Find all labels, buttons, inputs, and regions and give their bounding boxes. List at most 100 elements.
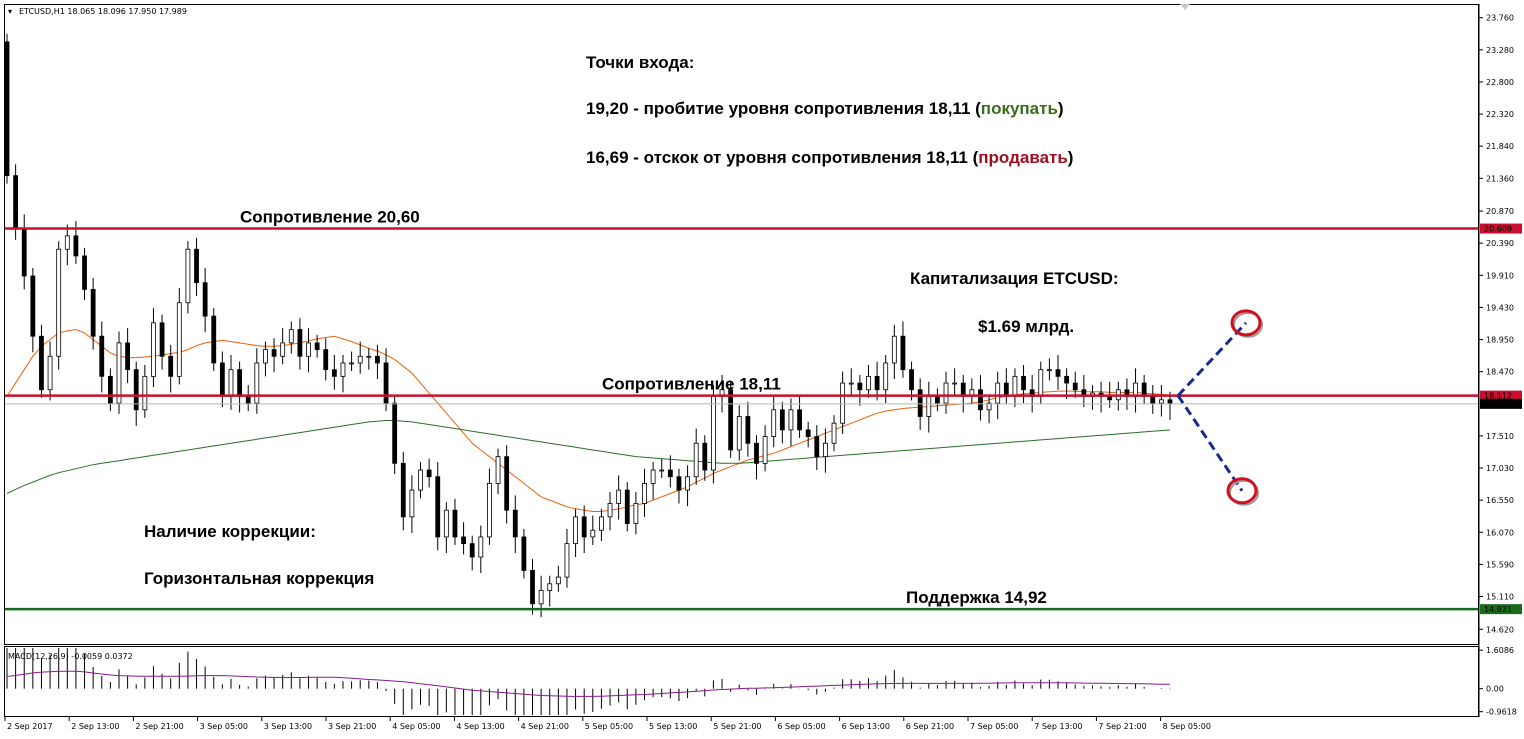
macd-pane[interactable] bbox=[4, 646, 1479, 717]
bull-candle-body bbox=[357, 355, 363, 364]
level-price-tag bbox=[1480, 390, 1522, 401]
level-label: Сопротивление 18,11 bbox=[602, 375, 781, 394]
level-price-tag-text: 20.609 bbox=[1484, 225, 1512, 234]
candle bbox=[840, 371, 846, 434]
bear-candle-body bbox=[512, 509, 518, 538]
candle bbox=[874, 361, 880, 401]
candle bbox=[159, 314, 165, 370]
candle bbox=[30, 267, 36, 353]
time-tick-label: 3 Sep 13:00 bbox=[264, 722, 312, 731]
candle bbox=[435, 462, 441, 551]
time-tick-label: 6 Sep 05:00 bbox=[777, 722, 825, 731]
candle bbox=[676, 468, 682, 504]
candle bbox=[530, 559, 535, 615]
bear-candle-body bbox=[314, 342, 320, 350]
bull-candle-body bbox=[409, 489, 415, 518]
chart-dropdown-icon[interactable]: ▾ bbox=[8, 7, 12, 16]
bull-candle-body bbox=[495, 456, 501, 484]
price-tick-label: 16.550 bbox=[1486, 496, 1514, 505]
bull-candle-body bbox=[986, 402, 992, 411]
candle bbox=[607, 492, 613, 531]
candle bbox=[64, 224, 70, 266]
time-tick-label: 5 Sep 21:00 bbox=[713, 722, 761, 731]
candle bbox=[762, 425, 768, 472]
bear-candle-body bbox=[383, 362, 389, 404]
forecast-sell-line[interactable] bbox=[1176, 394, 1244, 492]
candle bbox=[926, 381, 932, 433]
candle bbox=[185, 241, 191, 314]
candle bbox=[90, 277, 96, 350]
bear-candle-body bbox=[375, 355, 380, 364]
candle bbox=[1081, 375, 1087, 408]
price-tick-label: 18.470 bbox=[1486, 368, 1514, 377]
bear-candle-body bbox=[107, 375, 113, 404]
candle bbox=[82, 247, 87, 301]
candle bbox=[960, 375, 966, 413]
bear-candle-body bbox=[245, 396, 251, 404]
bull-candle-body bbox=[891, 335, 897, 364]
time-tick-label: 7 Sep 05:00 bbox=[970, 722, 1018, 731]
ma-fast-line bbox=[6, 328, 1171, 512]
candle bbox=[56, 241, 62, 370]
candle bbox=[21, 214, 27, 290]
candle bbox=[848, 368, 854, 397]
bear-candle-body bbox=[4, 41, 10, 177]
time-tick-label: 6 Sep 21:00 bbox=[906, 722, 954, 731]
price-axis-panel[interactable] bbox=[1479, 4, 1524, 717]
buy-target-marker[interactable] bbox=[1230, 309, 1263, 338]
candle bbox=[1158, 385, 1164, 417]
candle bbox=[667, 455, 673, 488]
price-tick-label: 23.760 bbox=[1486, 14, 1514, 23]
marker-shadow bbox=[1229, 479, 1259, 506]
bull-candle-body bbox=[659, 469, 665, 472]
bear-candle-body bbox=[469, 543, 475, 558]
candle bbox=[788, 398, 794, 446]
bear-candle-body bbox=[39, 335, 44, 391]
bull-candle-body bbox=[288, 329, 294, 344]
forecast-buy-line[interactable] bbox=[1176, 321, 1248, 397]
candle bbox=[797, 395, 802, 438]
candle bbox=[1046, 358, 1052, 381]
candle bbox=[823, 428, 828, 473]
bull-candle-body bbox=[771, 409, 777, 437]
level-price-tag bbox=[1480, 604, 1522, 615]
candle bbox=[314, 334, 320, 358]
candle bbox=[1055, 354, 1061, 390]
candle bbox=[107, 368, 113, 412]
price-tick-label: 17.510 bbox=[1486, 432, 1514, 441]
bear-candle-body bbox=[331, 369, 337, 377]
bull-candle-body bbox=[693, 442, 699, 478]
bear-candle-body bbox=[435, 476, 441, 538]
price-tick-label: 15.110 bbox=[1486, 592, 1514, 601]
macd-signal-line bbox=[6, 670, 1171, 697]
candle bbox=[866, 364, 871, 398]
bear-candle-body bbox=[900, 335, 906, 371]
candle bbox=[711, 385, 716, 484]
candle bbox=[1098, 381, 1104, 413]
buy-close: ) bbox=[1058, 99, 1064, 118]
bear-candle-body bbox=[202, 282, 208, 317]
candle bbox=[1150, 385, 1156, 414]
bull-candle-body bbox=[443, 509, 449, 538]
bear-candle-body bbox=[82, 255, 87, 290]
price-tick-label: 20.390 bbox=[1486, 239, 1514, 248]
capitalization-title: Капитализация ETCUSD: bbox=[910, 269, 1119, 288]
candle bbox=[736, 405, 742, 461]
bear-candle-body bbox=[530, 569, 535, 605]
bear-candle-body bbox=[271, 349, 277, 357]
chart-shift-icon[interactable] bbox=[1180, 4, 1190, 10]
time-tick-label: 3 Sep 05:00 bbox=[200, 722, 248, 731]
sell-target-marker[interactable] bbox=[1226, 477, 1259, 506]
bull-candle-body bbox=[823, 442, 828, 458]
candle bbox=[935, 388, 940, 412]
candle bbox=[366, 348, 372, 370]
bull-candle-body bbox=[952, 382, 958, 385]
bear-candle-body bbox=[745, 416, 751, 444]
level-price-tag bbox=[1480, 223, 1522, 234]
bear-candle-body bbox=[797, 409, 802, 431]
bull-candle-body bbox=[487, 483, 492, 538]
bear-candle-body bbox=[874, 375, 880, 391]
bull-candle-body bbox=[788, 409, 794, 431]
macd-tick-label: 1.6086 bbox=[1486, 646, 1514, 655]
